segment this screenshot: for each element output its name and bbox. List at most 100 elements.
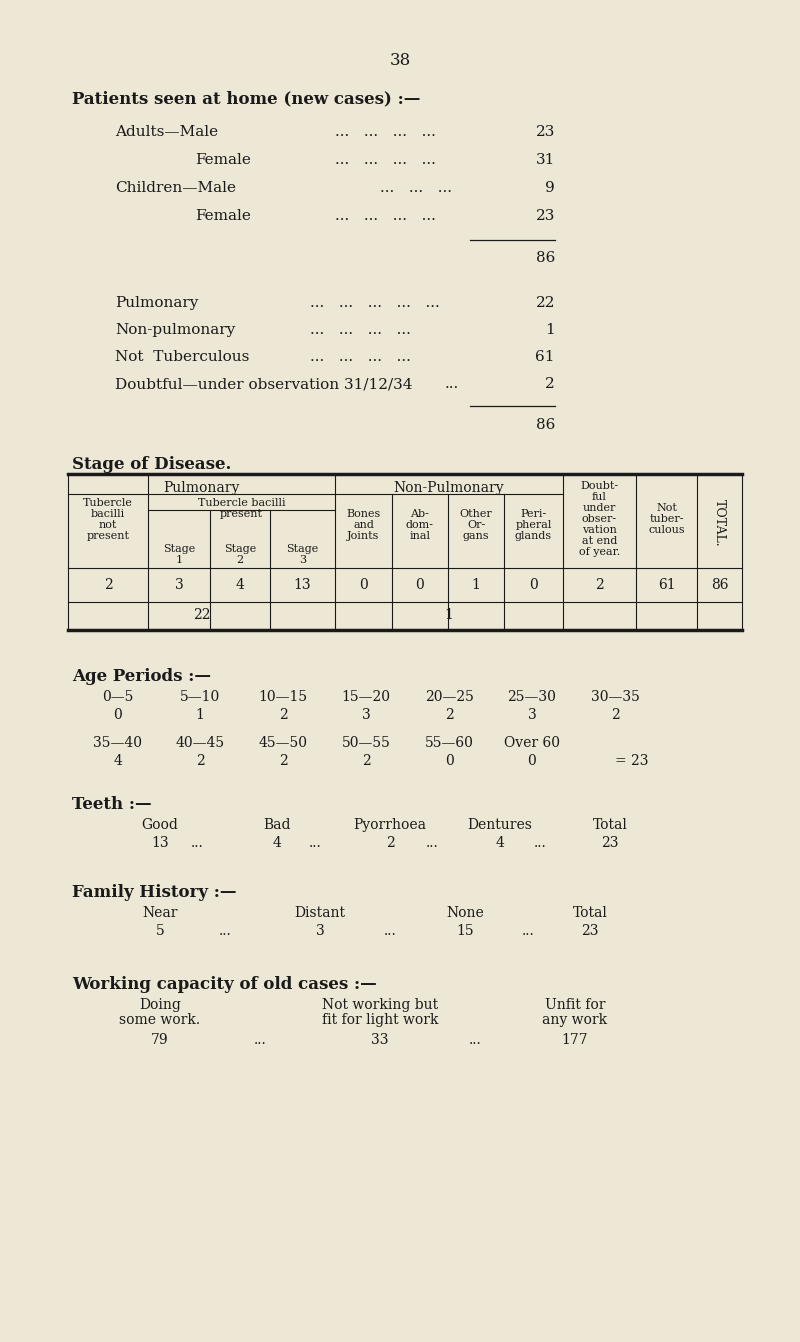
Text: ...   ...   ...   ...: ... ... ... ... (335, 209, 436, 223)
Text: 3: 3 (528, 709, 536, 722)
Text: 2: 2 (595, 578, 604, 592)
Text: 1: 1 (471, 578, 481, 592)
Text: Bones: Bones (346, 509, 381, 519)
Text: 35—40: 35—40 (94, 735, 142, 750)
Text: 1: 1 (195, 709, 205, 722)
Text: 15: 15 (456, 925, 474, 938)
Text: Female: Female (195, 209, 251, 223)
Text: 3: 3 (299, 556, 306, 565)
Text: under: under (583, 503, 616, 513)
Text: 2: 2 (196, 754, 204, 768)
Text: ...   ...   ...   ...: ... ... ... ... (310, 350, 411, 364)
Text: 4: 4 (114, 754, 122, 768)
Text: and: and (353, 519, 374, 530)
Text: Non-Pulmonary: Non-Pulmonary (394, 480, 504, 495)
Text: 23: 23 (582, 925, 598, 938)
Text: of year.: of year. (579, 548, 620, 557)
Text: 23: 23 (602, 836, 618, 849)
Text: Family History :—: Family History :— (72, 884, 237, 900)
Text: ...   ...   ...   ...: ... ... ... ... (310, 323, 411, 337)
Text: obser-: obser- (582, 514, 617, 523)
Text: ...: ... (426, 836, 438, 849)
Text: 0: 0 (114, 709, 122, 722)
Text: 2: 2 (362, 754, 370, 768)
Text: Adults—Male: Adults—Male (115, 125, 218, 140)
Text: 0: 0 (528, 754, 536, 768)
Text: 61: 61 (535, 350, 555, 364)
Text: Stage of Disease.: Stage of Disease. (72, 456, 231, 472)
Text: 3: 3 (316, 925, 324, 938)
Text: 2: 2 (610, 709, 619, 722)
Text: 33: 33 (371, 1033, 389, 1047)
Text: Stage: Stage (163, 544, 195, 554)
Text: 15—20: 15—20 (342, 690, 390, 705)
Text: 177: 177 (562, 1033, 588, 1047)
Text: Over 60: Over 60 (504, 735, 560, 750)
Text: at end: at end (582, 535, 617, 546)
Text: present: present (86, 531, 130, 541)
Text: Female: Female (195, 153, 251, 166)
Text: present: present (220, 509, 263, 519)
Text: ...   ...   ...   ...: ... ... ... ... (335, 153, 436, 166)
Text: 1: 1 (445, 608, 454, 621)
Text: ...: ... (218, 925, 231, 938)
Text: ...: ... (534, 836, 546, 849)
Text: 1: 1 (175, 556, 182, 565)
Text: 3: 3 (362, 709, 370, 722)
Text: ...   ...   ...   ...   ...: ... ... ... ... ... (310, 297, 440, 310)
Text: TOTAL.: TOTAL. (713, 499, 726, 546)
Text: Tubercle: Tubercle (83, 498, 133, 509)
Text: ...   ...   ...   ...: ... ... ... ... (335, 125, 436, 140)
Text: pheral: pheral (515, 519, 552, 530)
Text: 61: 61 (658, 578, 675, 592)
Text: Tubercle bacilli: Tubercle bacilli (198, 498, 286, 509)
Text: some work.: some work. (119, 1013, 201, 1027)
Text: 86: 86 (536, 417, 555, 432)
Text: Doubtful—under observation 31/12/34: Doubtful—under observation 31/12/34 (115, 377, 413, 391)
Text: Bad: Bad (263, 819, 290, 832)
Text: Good: Good (142, 819, 178, 832)
Text: 55—60: 55—60 (425, 735, 474, 750)
Text: ...   ...   ...: ... ... ... (380, 181, 452, 195)
Text: ...: ... (309, 836, 322, 849)
Text: Dentures: Dentures (467, 819, 533, 832)
Text: 10—15: 10—15 (258, 690, 307, 705)
Text: 23: 23 (536, 125, 555, 140)
Text: dom-: dom- (406, 519, 434, 530)
Text: Non-pulmonary: Non-pulmonary (115, 323, 235, 337)
Text: 40—45: 40—45 (175, 735, 225, 750)
Text: Doubt-: Doubt- (581, 480, 618, 491)
Text: Teeth :—: Teeth :— (72, 796, 152, 813)
Text: Stage: Stage (224, 544, 256, 554)
Text: 1: 1 (546, 323, 555, 337)
Text: 0—5: 0—5 (102, 690, 134, 705)
Text: bacilli: bacilli (91, 509, 125, 519)
Text: 50—55: 50—55 (342, 735, 390, 750)
Text: 2: 2 (386, 836, 394, 849)
Text: ...: ... (522, 925, 534, 938)
Text: 3: 3 (174, 578, 183, 592)
Text: 86: 86 (536, 251, 555, 264)
Text: Pyorrhoea: Pyorrhoea (354, 819, 426, 832)
Text: 2: 2 (546, 377, 555, 391)
Text: 13: 13 (151, 836, 169, 849)
Text: Distant: Distant (294, 906, 346, 921)
Text: Or-: Or- (467, 519, 485, 530)
Text: Pulmonary: Pulmonary (163, 480, 240, 495)
Text: any work: any work (542, 1013, 607, 1027)
Text: not: not (99, 519, 117, 530)
Text: 86: 86 (710, 578, 728, 592)
Text: 2: 2 (278, 709, 287, 722)
Text: Age Periods :—: Age Periods :— (72, 668, 211, 684)
Text: 2: 2 (237, 556, 243, 565)
Text: 4: 4 (273, 836, 282, 849)
Text: 5—10: 5—10 (180, 690, 220, 705)
Text: Doing: Doing (139, 998, 181, 1012)
Text: 2: 2 (104, 578, 112, 592)
Text: 0: 0 (359, 578, 368, 592)
Text: Total: Total (573, 906, 607, 921)
Text: 31: 31 (536, 153, 555, 166)
Text: Patients seen at home (new cases) :—: Patients seen at home (new cases) :— (72, 90, 420, 107)
Text: ful: ful (592, 493, 607, 502)
Text: Working capacity of old cases :—: Working capacity of old cases :— (72, 976, 377, 993)
